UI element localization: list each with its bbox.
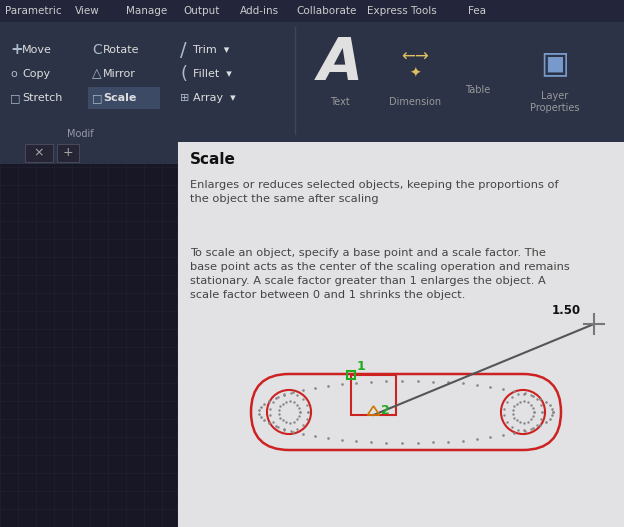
Text: Table: Table: [466, 85, 490, 95]
Bar: [178, 142, 624, 527]
Text: ←→: ←→: [401, 48, 429, 66]
Text: 2: 2: [381, 405, 390, 417]
Bar: [347, 371, 355, 379]
Text: Array  ▾: Array ▾: [193, 93, 236, 103]
Text: Output: Output: [183, 6, 220, 16]
Bar: [0, 0, 624, 22]
Text: Parametric: Parametric: [5, 6, 62, 16]
Text: A: A: [318, 35, 363, 93]
Text: Stretch: Stretch: [22, 93, 62, 103]
Text: To scale an object, specify a base point and a scale factor. The
base point acts: To scale an object, specify a base point…: [190, 248, 570, 300]
Bar: [57, 144, 79, 162]
Text: Add-ins: Add-ins: [240, 6, 279, 16]
Text: 1: 1: [357, 360, 366, 374]
Text: Scale: Scale: [190, 152, 236, 168]
Text: Fillet  ▾: Fillet ▾: [193, 69, 232, 79]
Text: 1.50: 1.50: [552, 305, 581, 317]
Bar: [178, 142, 179, 164]
Text: ⊞: ⊞: [180, 93, 189, 103]
Text: Express Tools: Express Tools: [367, 6, 437, 16]
Text: ▣: ▣: [540, 50, 570, 79]
Text: □: □: [10, 93, 21, 103]
Text: ✦: ✦: [409, 67, 421, 81]
Text: ×: ×: [34, 147, 44, 160]
Text: Manage: Manage: [126, 6, 167, 16]
Text: △: △: [92, 67, 102, 81]
Bar: [0, 0, 624, 142]
Bar: [25, 144, 53, 162]
Bar: [88, 87, 160, 109]
Bar: [0, 164, 178, 527]
Text: o: o: [10, 69, 17, 79]
Text: Copy: Copy: [22, 69, 50, 79]
Bar: [0, 142, 178, 164]
Text: Text: Text: [330, 97, 350, 107]
Text: Enlarges or reduces selected objects, keeping the proportions of
the object the : Enlarges or reduces selected objects, ke…: [190, 180, 558, 204]
Text: /: /: [180, 41, 187, 60]
Text: □: □: [92, 93, 102, 103]
Text: Fea: Fea: [468, 6, 486, 16]
Text: Mirror: Mirror: [103, 69, 136, 79]
Text: (: (: [181, 65, 188, 83]
Text: Rotate: Rotate: [103, 45, 140, 55]
Text: Trim  ▾: Trim ▾: [193, 45, 230, 55]
Text: C: C: [92, 43, 102, 57]
Text: Layer
Properties: Layer Properties: [530, 91, 580, 113]
Text: View: View: [75, 6, 100, 16]
Text: Move: Move: [22, 45, 52, 55]
Text: Modif: Modif: [67, 129, 94, 139]
Text: +: +: [10, 43, 22, 57]
Text: +: +: [62, 147, 73, 160]
Text: Dimension: Dimension: [389, 97, 441, 107]
Text: Collaborate: Collaborate: [296, 6, 356, 16]
Bar: [351, 375, 396, 415]
Text: Scale: Scale: [103, 93, 137, 103]
